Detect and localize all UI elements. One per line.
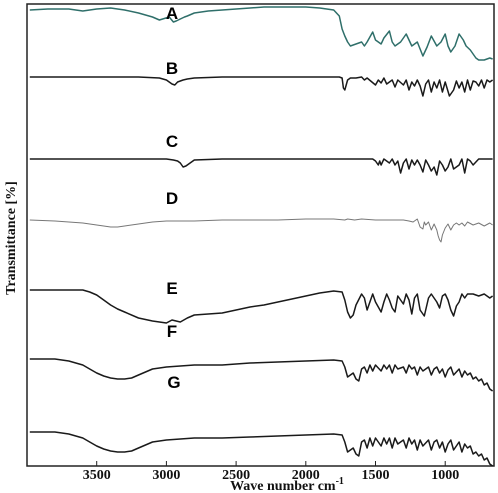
- trace-label-f: F: [167, 322, 177, 341]
- x-tick-label: 2000: [292, 468, 320, 483]
- series-line-f: [29, 358, 494, 392]
- trace-label-g: G: [167, 373, 180, 392]
- x-tick-label: 1500: [362, 468, 390, 483]
- trace-label-c: C: [166, 132, 178, 151]
- trace-label-b: B: [166, 59, 178, 78]
- trace-label-d: D: [166, 189, 178, 208]
- trace-label-e: E: [166, 279, 177, 298]
- x-tick-label: 3500: [83, 468, 111, 483]
- plot-frame: [26, 3, 495, 467]
- x-tick-label: 1000: [431, 468, 459, 483]
- x-axis-label-text: Wave number cm: [230, 479, 336, 493]
- x-axis-label: Wave number cm-1: [230, 476, 344, 493]
- y-axis-label: Transmittance [%]: [4, 181, 19, 295]
- series-layer: [29, 6, 494, 467]
- series-line-b: [29, 76, 494, 97]
- series-line-d: [29, 218, 493, 243]
- series-line-c: [29, 158, 493, 176]
- trace-label-a: A: [166, 4, 178, 23]
- x-axis-ticks: 3500 3000 2500 2000 1500 1000: [83, 461, 459, 483]
- series-line-a: [29, 6, 493, 61]
- x-tick-label: 3000: [152, 468, 180, 483]
- series-line-e: [29, 289, 494, 324]
- trace-label-layer: A B C D E F G: [166, 4, 181, 392]
- x-tick-label: 2500: [222, 468, 250, 483]
- x-axis-label-superscript: -1: [336, 476, 344, 487]
- series-line-g: [29, 431, 494, 467]
